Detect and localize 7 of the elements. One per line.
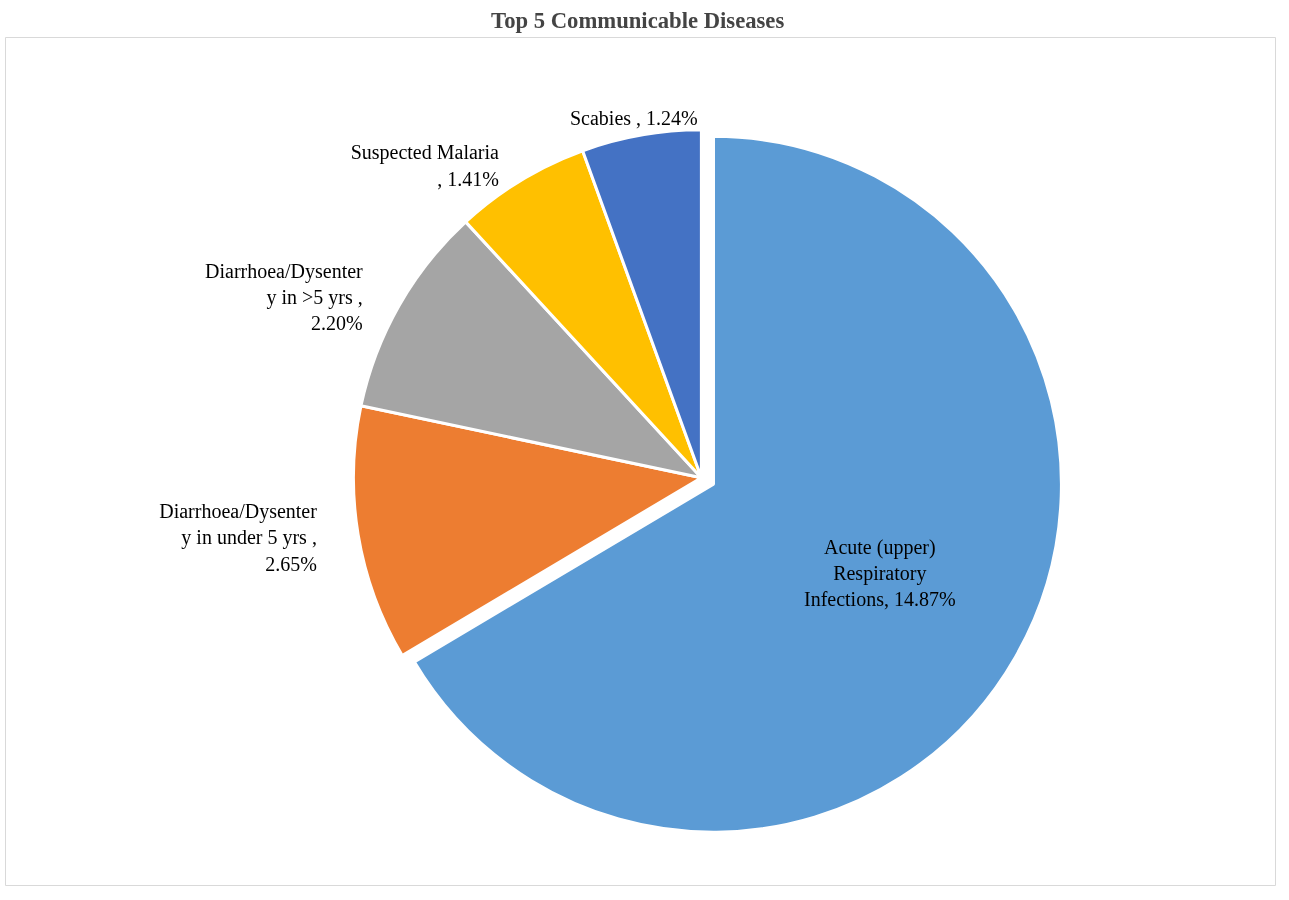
chart-title: Top 5 Communicable Diseases xyxy=(491,7,785,33)
slice-label: Diarrhoea/Dysentery in >5 yrs , 2.20% xyxy=(205,259,364,335)
data-label: , 1.41% xyxy=(437,167,499,190)
slice-label: Diarrhoea/Dysentery in under 5 yrs , 2.65% xyxy=(159,499,318,575)
slice-label: Suspected Malaria xyxy=(350,141,500,165)
slice-label: Acute (upper) Respiratory Infections, 14.87% xyxy=(803,535,956,611)
slice-label: Scabies , 1.24% xyxy=(569,107,698,130)
